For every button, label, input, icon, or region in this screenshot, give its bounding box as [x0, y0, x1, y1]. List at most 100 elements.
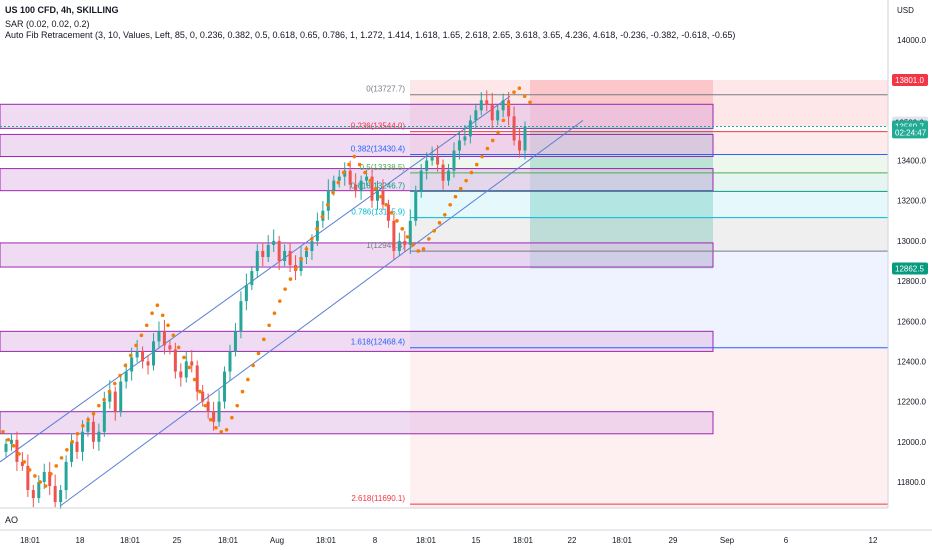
candle-body-36[interactable]: [201, 391, 205, 402]
candle-body-41[interactable]: [228, 351, 232, 372]
candle-body-26[interactable]: [146, 361, 150, 366]
candle-body-64[interactable]: [354, 184, 358, 191]
candle-body-23[interactable]: [130, 357, 134, 372]
candle-body-5[interactable]: [31, 490, 35, 499]
candle-body-7[interactable]: [42, 471, 46, 482]
candle-body-76[interactable]: [419, 170, 423, 191]
candle-body-69[interactable]: [381, 190, 385, 205]
channel-lower-line[interactable]: [59, 119, 584, 507]
symbol-title[interactable]: US 100 CFD, 4h, SKILLING: [5, 5, 119, 15]
candle-body-49[interactable]: [272, 240, 276, 245]
candle-body-27[interactable]: [152, 341, 156, 366]
candle-body-38[interactable]: [212, 411, 216, 422]
sar-legend[interactable]: SAR (0.02, 0.02, 0.2): [5, 19, 90, 29]
candle-body-46[interactable]: [255, 250, 259, 272]
candle-body-79[interactable]: [436, 156, 440, 165]
candle-body-86[interactable]: [474, 110, 478, 121]
candle-body-4[interactable]: [26, 465, 30, 491]
candle-body-37[interactable]: [206, 401, 210, 412]
candle-body-16[interactable]: [91, 421, 95, 442]
candle-body-2[interactable]: [15, 439, 19, 462]
candle-body-52[interactable]: [288, 250, 292, 266]
candle-body-54[interactable]: [299, 256, 303, 272]
candle-body-15[interactable]: [86, 421, 90, 432]
candle-body-81[interactable]: [447, 170, 451, 181]
candle-body-55[interactable]: [304, 250, 308, 257]
candle-body-87[interactable]: [479, 100, 483, 111]
candle-body-67[interactable]: [370, 176, 374, 201]
candle-body-25[interactable]: [141, 351, 145, 362]
candle-body-19[interactable]: [108, 391, 112, 402]
candle-body-21[interactable]: [119, 381, 123, 412]
candle-body-93[interactable]: [512, 116, 516, 141]
candle-body-34[interactable]: [190, 361, 194, 366]
candle-body-3[interactable]: [20, 461, 24, 466]
candle-body-33[interactable]: [184, 361, 188, 378]
candle-body-32[interactable]: [179, 371, 183, 378]
candle-body-39[interactable]: [217, 401, 221, 422]
candle-body-42[interactable]: [233, 331, 237, 352]
candle-body-71[interactable]: [392, 220, 396, 251]
zone-box-3[interactable]: [0, 242, 714, 268]
zone-box-0[interactable]: [0, 103, 714, 129]
zone-box-1[interactable]: [0, 133, 714, 158]
candle-body-28[interactable]: [157, 331, 161, 342]
candle-body-13[interactable]: [75, 441, 79, 452]
candle-body-45[interactable]: [250, 271, 254, 286]
candle-body-73[interactable]: [403, 240, 407, 245]
candle-body-1[interactable]: [9, 439, 13, 444]
candle-body-20[interactable]: [113, 391, 117, 412]
candle-body-72[interactable]: [397, 240, 401, 251]
candle-body-22[interactable]: [124, 371, 128, 382]
candle-body-17[interactable]: [97, 431, 101, 442]
candle-body-61[interactable]: [337, 176, 341, 181]
channel-upper-line[interactable]: [0, 95, 511, 463]
candle-body-12[interactable]: [70, 441, 74, 462]
candle-body-89[interactable]: [490, 104, 494, 121]
zone-box-5[interactable]: [0, 411, 714, 435]
candle-body-9[interactable]: [53, 486, 57, 503]
candle-body-47[interactable]: [261, 250, 265, 257]
candle-body-51[interactable]: [283, 250, 287, 261]
candle-body-75[interactable]: [414, 190, 418, 221]
candle-body-66[interactable]: [365, 176, 369, 181]
candle-body-35[interactable]: [195, 365, 199, 392]
candle-body-74[interactable]: [408, 220, 412, 245]
candle-body-68[interactable]: [375, 190, 379, 201]
candle-body-24[interactable]: [135, 351, 139, 358]
candle-body-0[interactable]: [4, 443, 8, 452]
candle-body-8[interactable]: [48, 471, 52, 487]
candle-body-44[interactable]: [244, 285, 248, 302]
candle-body-29[interactable]: [162, 331, 166, 346]
candle-body-92[interactable]: [507, 100, 511, 117]
candle-body-88[interactable]: [485, 100, 489, 105]
candle-body-18[interactable]: [102, 401, 106, 432]
candle-body-95[interactable]: [523, 126, 527, 151]
candle-body-77[interactable]: [425, 160, 429, 171]
candle-body-83[interactable]: [457, 140, 461, 151]
zone-box-2[interactable]: [0, 168, 714, 192]
candle-body-59[interactable]: [326, 190, 330, 211]
candle-body-31[interactable]: [173, 349, 177, 372]
candle-body-48[interactable]: [266, 244, 270, 257]
candle-body-14[interactable]: [80, 431, 84, 452]
candle-body-63[interactable]: [348, 170, 352, 185]
candle-body-80[interactable]: [441, 164, 445, 181]
fib-legend[interactable]: Auto Fib Retracement (3, 10, Values, Lef…: [5, 30, 736, 40]
candle-body-50[interactable]: [277, 240, 281, 261]
candle-body-10[interactable]: [59, 490, 63, 503]
candle-body-70[interactable]: [386, 204, 390, 221]
candle-body-60[interactable]: [332, 180, 336, 191]
candle-body-43[interactable]: [239, 301, 243, 332]
candle-body-11[interactable]: [64, 461, 68, 491]
candle-body-30[interactable]: [168, 345, 172, 350]
candle-body-90[interactable]: [496, 110, 500, 121]
candle-body-65[interactable]: [359, 180, 363, 191]
candle-body-85[interactable]: [468, 120, 472, 137]
candle-body-91[interactable]: [501, 100, 505, 111]
candle-body-40[interactable]: [223, 371, 227, 402]
candle-body-56[interactable]: [310, 240, 314, 251]
candle-body-94[interactable]: [518, 140, 522, 151]
candle-body-84[interactable]: [463, 136, 467, 141]
